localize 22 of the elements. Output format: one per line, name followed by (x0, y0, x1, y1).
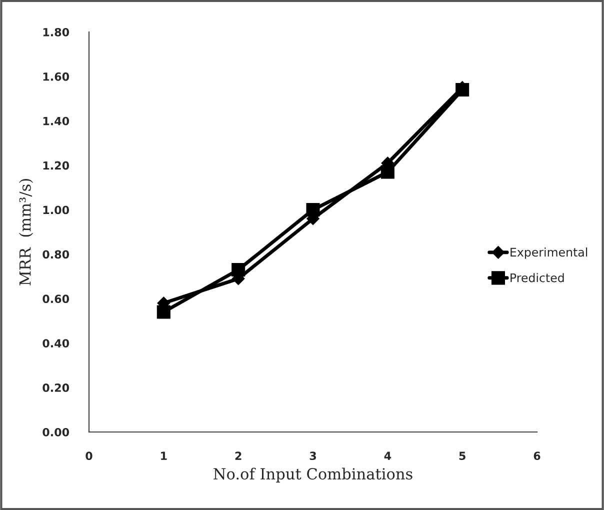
y-tick-label: 1.40 (43, 116, 70, 126)
y-tick-label: 1.60 (43, 72, 70, 81)
y-tick-label: 1.80 (43, 28, 70, 36)
x-tick-label: 4 (384, 452, 392, 460)
y-tick-label: 1.20 (43, 161, 70, 170)
x-tick-label: 2 (235, 452, 242, 460)
y-tick-label: 0.00 (42, 428, 70, 436)
y-tick-label: 1.00 (43, 206, 70, 214)
x-tick-label: 0 (86, 452, 92, 460)
y-tick-label: 0.20 (42, 384, 70, 392)
x-tick-label: 5 (459, 452, 466, 460)
y-tick-label: 0.60 (42, 294, 70, 304)
x-tick-label: 6 (534, 452, 540, 460)
legend-label: Experimental (510, 247, 588, 259)
y-tick-label: 0.80 (42, 250, 70, 259)
x-axis-title: No.of Input Combinations (214, 468, 412, 483)
y-tick-label: 0.40 (42, 339, 70, 348)
x-tick-label: 1 (161, 452, 167, 460)
y-axis-title: MRR (mm³/s) (19, 179, 34, 286)
legend-label: Predicted (510, 273, 564, 282)
x-tick-label: 3 (310, 452, 316, 460)
point (156, 305, 170, 319)
